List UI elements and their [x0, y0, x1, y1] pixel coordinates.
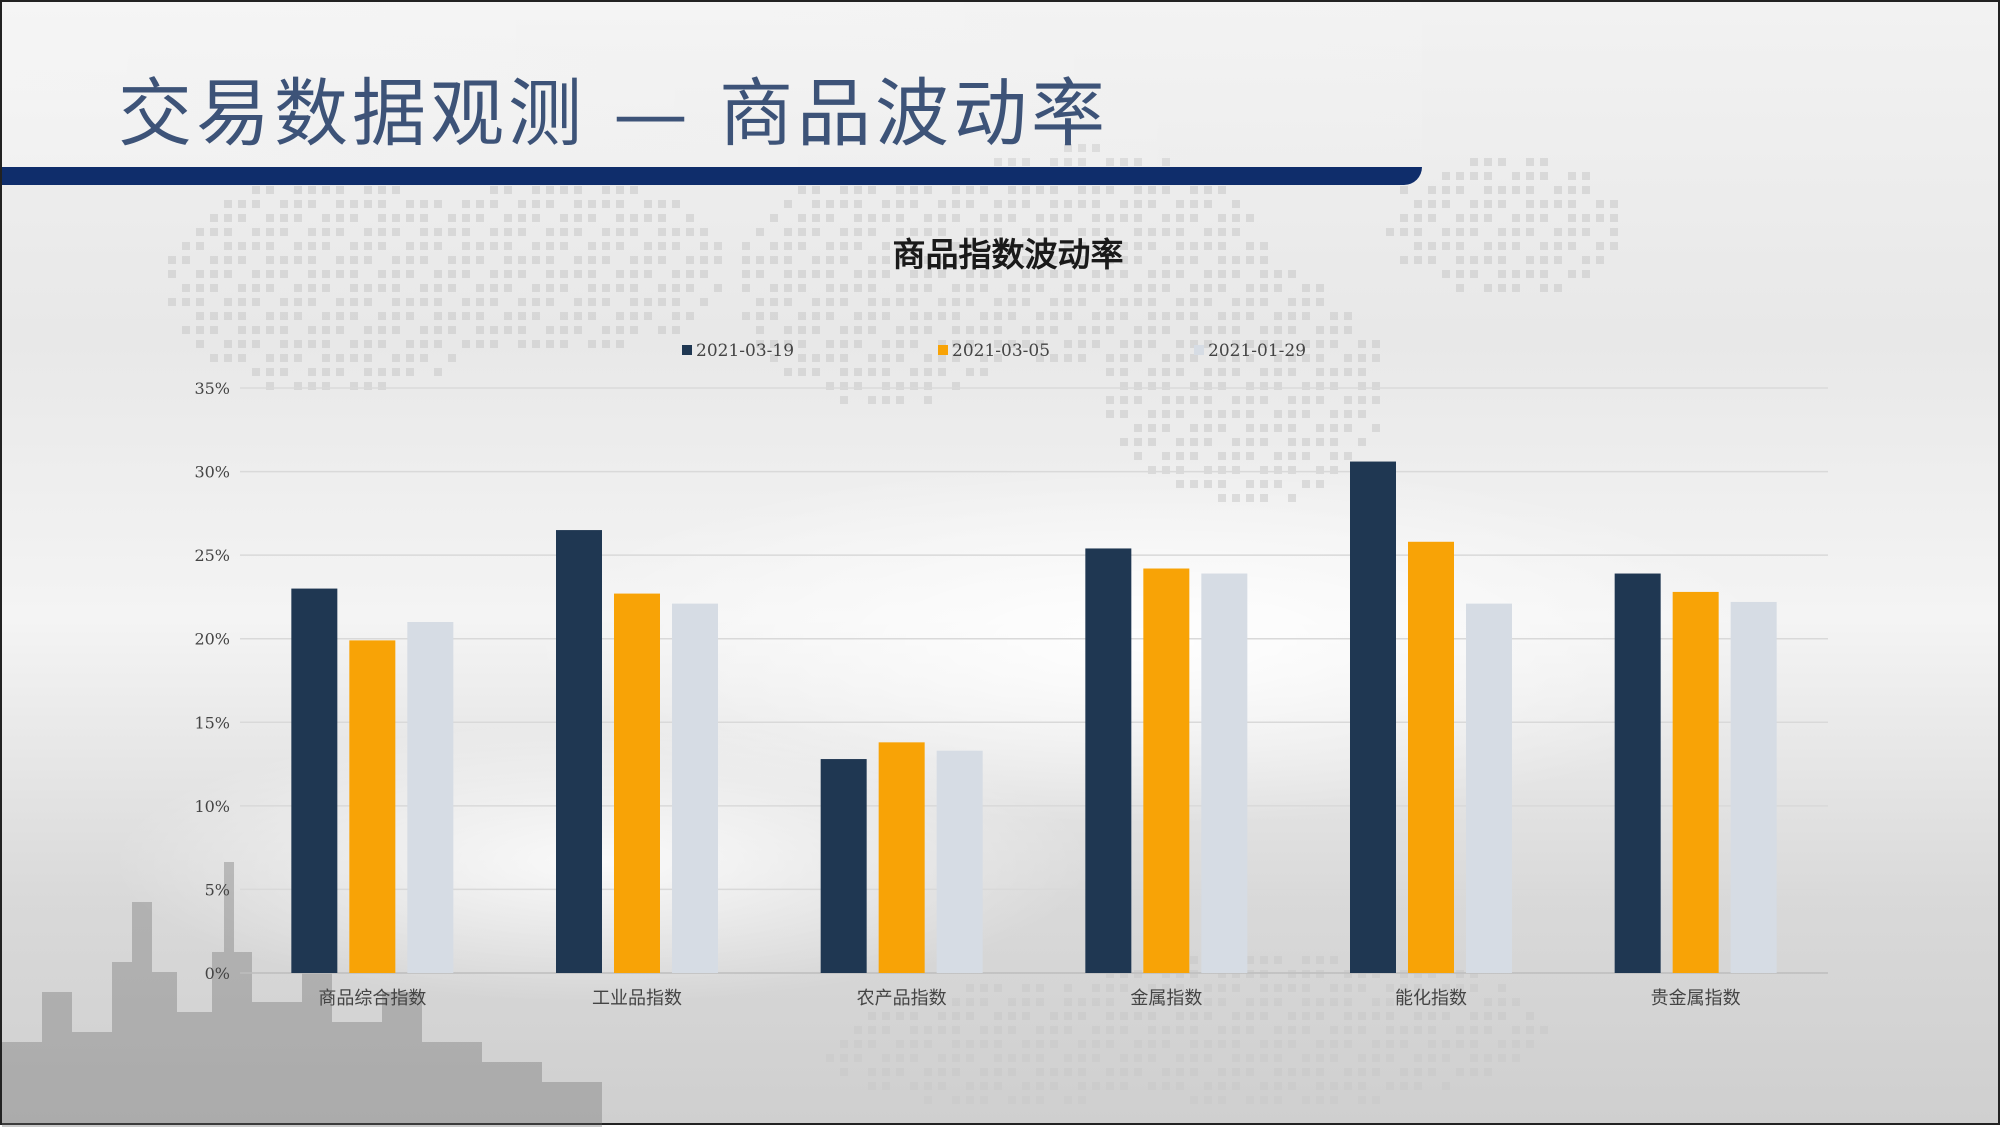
- bar-2021-03-05-2: [878, 742, 925, 973]
- legend-label: 2021-03-19: [696, 341, 794, 361]
- bar-2021-03-05-1: [614, 593, 660, 973]
- page-title: 交易数据观测 — 商品波动率: [118, 71, 1110, 157]
- legend-swatch: [1194, 345, 1204, 355]
- x-category-label: 金属指数: [1130, 988, 1202, 1009]
- legend-item[interactable]: 2021-03-05: [938, 341, 1050, 361]
- bar-2021-03-05-0: [349, 640, 396, 973]
- x-category-label: 贵金属指数: [1651, 988, 1741, 1009]
- legend-item[interactable]: 2021-01-29: [1194, 341, 1306, 361]
- y-tick-label: 0%: [205, 964, 230, 983]
- bar-2021-01-29-5: [1730, 601, 1777, 973]
- header-band: [2, 2, 1422, 172]
- x-category-label: 商品综合指数: [318, 988, 426, 1009]
- bar-2021-03-19-3: [1085, 548, 1132, 973]
- y-tick-label: 20%: [194, 630, 230, 649]
- bar-2021-01-29-1: [672, 603, 718, 973]
- chart-title: 商品指数波动率: [893, 235, 1124, 274]
- title-underline-bar: [2, 167, 1422, 185]
- bar-2021-03-05-3: [1143, 568, 1190, 973]
- bar-2021-01-29-2: [936, 750, 983, 973]
- x-category-label: 农产品指数: [857, 988, 947, 1009]
- x-category-label: 工业品指数: [592, 988, 682, 1009]
- bar-2021-01-29-4: [1466, 603, 1512, 973]
- y-tick-label: 15%: [194, 713, 230, 732]
- bar-2021-03-19-2: [820, 759, 867, 973]
- y-tick-label: 25%: [194, 546, 230, 565]
- legend-swatch: [682, 345, 692, 355]
- legend-label: 2021-03-05: [952, 341, 1050, 361]
- city-skyline-decoration: [2, 862, 602, 1127]
- x-category-label: 能化指数: [1395, 988, 1467, 1009]
- bar-2021-03-19-4: [1350, 461, 1396, 973]
- chart-legend[interactable]: 2021-03-19 2021-03-05 2021-01-29: [682, 341, 1306, 361]
- y-tick-label: 10%: [194, 797, 230, 816]
- bar-2021-03-19-5: [1614, 573, 1661, 973]
- chart-gridlines: [240, 387, 1828, 974]
- legend-swatch: [938, 345, 948, 355]
- legend-item[interactable]: 2021-03-19: [682, 341, 794, 361]
- bar-2021-03-19-1: [556, 530, 602, 973]
- chart-bars: [291, 461, 1777, 973]
- bar-2021-03-05-5: [1672, 591, 1719, 973]
- legend-label: 2021-01-29: [1208, 341, 1306, 361]
- bar-2021-03-19-0: [291, 588, 338, 973]
- y-tick-label: 30%: [194, 463, 230, 482]
- bar-2021-03-05-4: [1408, 541, 1454, 973]
- y-tick-label: 35%: [194, 379, 230, 398]
- bar-2021-01-29-0: [407, 622, 454, 973]
- bar-2021-01-29-3: [1201, 573, 1248, 973]
- x-axis-categories: 商品综合指数 工业品指数 农产品指数 金属指数 能化指数 贵金属指数: [318, 988, 1740, 1009]
- y-tick-label: 5%: [205, 880, 230, 899]
- y-axis-ticks: 0% 5% 10% 15% 20% 25% 30% 35%: [194, 379, 230, 983]
